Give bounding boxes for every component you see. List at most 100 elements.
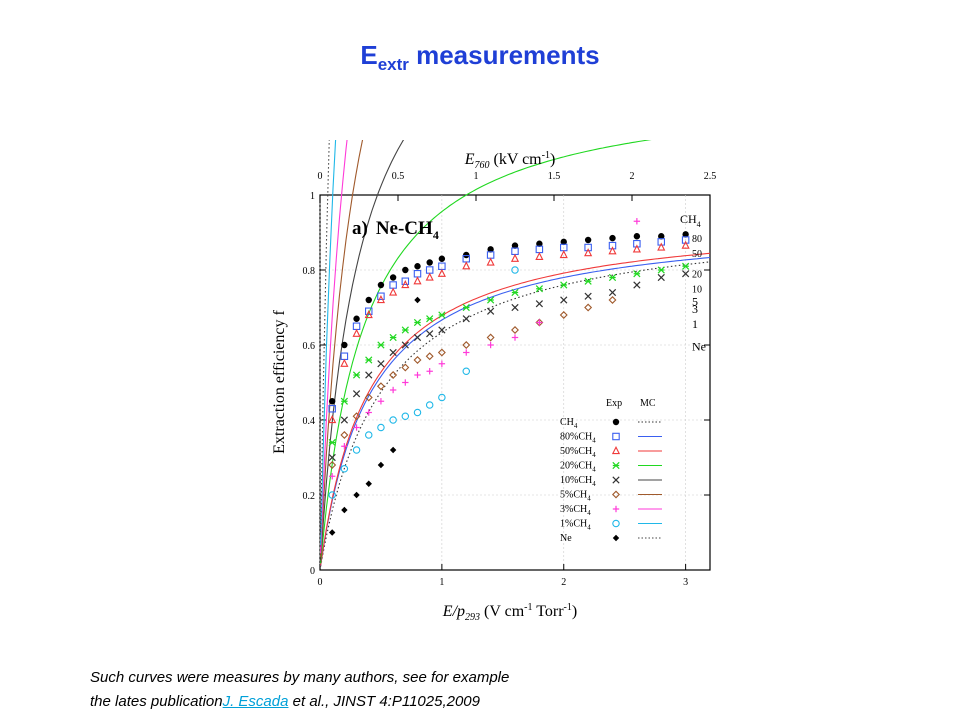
data-point — [413, 356, 422, 364]
data-point — [609, 234, 616, 242]
caption-line-2: the lates publicationJ. Escada et al., J… — [90, 690, 790, 714]
data-point — [328, 461, 337, 469]
data-point — [560, 238, 567, 246]
series-end-label: 5 — [692, 295, 698, 309]
data-point — [365, 371, 373, 379]
data-point — [389, 416, 397, 424]
legend-marker — [612, 505, 620, 513]
data-point — [365, 409, 372, 416]
legend-marker — [611, 445, 621, 455]
data-point — [401, 279, 410, 289]
x-tick-label: 3 — [683, 577, 688, 588]
data-point — [377, 292, 385, 301]
top-x-tick-label: 0 — [318, 171, 323, 182]
top-x-tick-label: 2 — [630, 171, 635, 182]
data-point — [536, 240, 543, 247]
series-end-label: CH4 — [680, 212, 701, 229]
data-point — [377, 461, 385, 469]
data-point — [535, 251, 544, 261]
data-point — [487, 341, 494, 349]
data-point — [328, 491, 336, 499]
data-point — [328, 398, 336, 405]
data-point — [377, 281, 385, 289]
legend-entry-label: 10%CH4 — [560, 475, 596, 488]
data-point — [560, 296, 568, 304]
data-point — [486, 333, 495, 342]
mc-curve — [320, 252, 711, 566]
data-point — [328, 473, 336, 480]
data-point — [340, 352, 349, 361]
y-tick-label: 0.2 — [303, 491, 316, 502]
data-point — [377, 360, 385, 368]
data-point — [389, 371, 398, 379]
data-point — [657, 238, 665, 246]
data-point — [353, 424, 360, 431]
data-point — [389, 287, 398, 296]
data-point — [352, 371, 361, 379]
data-point — [487, 307, 495, 315]
data-point — [413, 408, 422, 417]
series-end-label: 50 — [692, 249, 702, 260]
data-point — [462, 261, 471, 270]
data-point — [401, 341, 409, 349]
data-point — [510, 253, 520, 262]
data-point — [462, 315, 470, 323]
panel-label: a) Ne-CH4 — [352, 218, 439, 242]
y-tick-label: 0 — [310, 566, 315, 577]
y-tick-label: 1 — [310, 191, 315, 202]
data-point — [352, 412, 361, 421]
data-point — [608, 296, 617, 304]
data-point — [584, 248, 593, 257]
data-point — [437, 268, 446, 277]
data-point — [438, 360, 446, 367]
data-point — [511, 334, 519, 341]
x-tick-label: 0 — [318, 577, 323, 588]
data-point — [426, 330, 434, 338]
data-point — [413, 270, 422, 278]
data-point — [535, 318, 544, 327]
data-point — [365, 307, 373, 316]
series-end-label: 80 — [692, 234, 702, 245]
data-point — [608, 241, 617, 250]
data-point — [584, 277, 592, 285]
data-point — [402, 379, 409, 386]
data-point — [414, 296, 421, 304]
x-axis-label: E/p293 (V cm-1 Torr-1) — [442, 602, 577, 623]
data-point — [657, 273, 665, 282]
data-point — [535, 300, 543, 308]
legend-marker — [612, 476, 620, 484]
data-point — [389, 446, 397, 454]
data-point — [413, 318, 422, 327]
data-point — [681, 236, 690, 244]
data-point — [389, 348, 397, 357]
legend-marker — [612, 490, 620, 499]
caption-line-1: Such curves were measures by many author… — [90, 669, 510, 686]
legend-entry-label: 5%CH4 — [560, 490, 591, 503]
data-point — [340, 416, 348, 424]
data-point — [352, 328, 361, 337]
data-point — [584, 243, 592, 252]
series-end-label: 20 — [692, 269, 702, 280]
legend-entry-label: 20%CH4 — [560, 461, 596, 474]
caption-line-2-suffix: et al., JINST 4:P11025,2009 — [288, 693, 480, 710]
data-point — [376, 382, 385, 391]
data-point — [340, 358, 349, 367]
legend-marker — [612, 534, 620, 542]
legend-entry-label: 80%CH4 — [560, 432, 596, 445]
data-point — [365, 296, 372, 304]
data-point — [426, 315, 434, 323]
data-point — [377, 423, 385, 432]
data-point — [414, 371, 421, 379]
data-point — [511, 266, 519, 274]
data-point — [341, 341, 348, 349]
data-point — [437, 348, 446, 357]
y-axis-label: Extraction efficiency f — [271, 310, 288, 454]
data-point — [682, 262, 690, 270]
data-point — [560, 281, 568, 289]
data-point — [377, 398, 385, 405]
legend-header-mc: MC — [640, 398, 656, 409]
data-point — [425, 272, 434, 281]
series-end-label: Ne — [692, 340, 706, 354]
reference-link[interactable]: J. Escada — [222, 693, 289, 710]
